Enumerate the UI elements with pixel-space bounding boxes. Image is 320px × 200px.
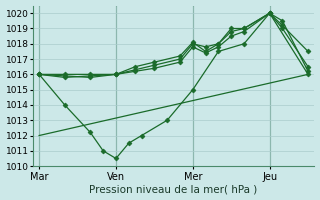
X-axis label: Pression niveau de la mer( hPa ): Pression niveau de la mer( hPa ) <box>90 184 258 194</box>
